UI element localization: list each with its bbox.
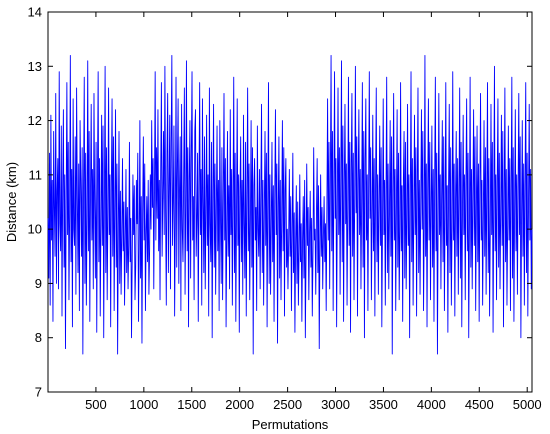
y-tick-label: 11	[29, 167, 43, 182]
y-tick-label: 14	[28, 5, 42, 20]
x-axis-title: Permutations	[252, 417, 329, 432]
x-tick-label: 3000	[321, 397, 350, 412]
x-tick-label: 1500	[177, 397, 206, 412]
x-tick-label: 4500	[465, 397, 494, 412]
y-tick-label: 9	[35, 276, 42, 291]
axes: 500 1000 1500 2000 2500 3000 3500 4000 4500 5000 7…	[28, 5, 542, 413]
y-axis-title: Distance (km)	[4, 162, 19, 242]
x-tick-label: 3500	[369, 397, 398, 412]
x-tick-label: 4000	[417, 397, 446, 412]
y-tick-label: 12	[28, 113, 42, 128]
y-tick-label: 8	[35, 330, 42, 345]
x-tick-label: 500	[85, 397, 107, 412]
y-tick-label: 10	[28, 222, 42, 237]
x-tick-label: 2500	[273, 397, 302, 412]
x-tick-label: 1000	[129, 397, 158, 412]
x-tick-label: 2000	[225, 397, 254, 412]
y-tick-label: 13	[28, 59, 42, 74]
distance-series-line	[47, 54, 533, 355]
x-tick-label: 5000	[513, 397, 542, 412]
y-tick-label: 7	[35, 385, 42, 400]
series-layer	[47, 54, 533, 355]
